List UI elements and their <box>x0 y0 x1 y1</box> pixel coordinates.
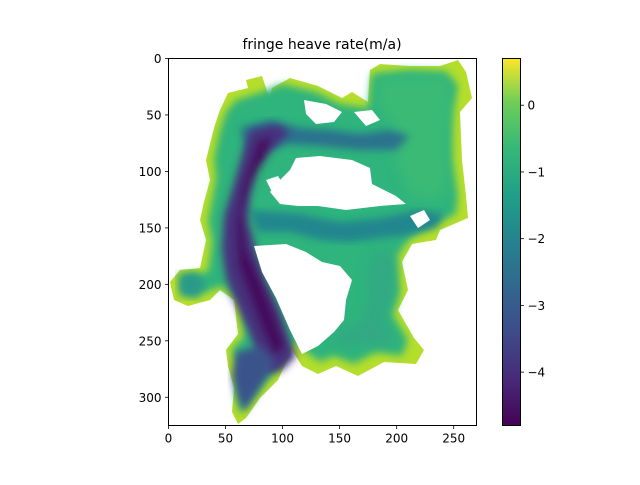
y-tick-label: 200 <box>139 278 162 292</box>
region-right-upper-block <box>376 76 452 200</box>
colorbar-tick-label: −1 <box>528 165 546 179</box>
no-data-holes <box>254 100 430 354</box>
heatmap-plot-area: 0 50 100 150 200 250 0 50 100 150 200 250 300 <box>139 52 477 446</box>
y-tick-label: 150 <box>139 221 162 235</box>
colorbar-tick-label: −3 <box>528 299 546 313</box>
x-axis: 0 50 100 150 200 250 <box>165 425 465 446</box>
colorbar: 0 −1 −2 −3 −4 <box>502 58 545 426</box>
region-left-lobe <box>178 272 206 298</box>
colorbar-frame <box>502 58 521 426</box>
region-right-lower-lobe <box>330 248 396 348</box>
x-tick-label: 250 <box>442 432 465 446</box>
y-tick-label: 0 <box>154 52 162 66</box>
y-axis: 0 50 100 150 200 250 300 <box>139 52 169 405</box>
region-middle-arm <box>250 210 444 242</box>
colorbar-tick-label: −2 <box>528 232 546 246</box>
y-tick-label: 50 <box>146 108 161 122</box>
x-tick-label: 0 <box>165 432 173 446</box>
colorbar-gradient <box>502 58 520 426</box>
axes-frame <box>168 58 477 426</box>
y-tick-label: 250 <box>139 334 162 348</box>
x-tick-label: 150 <box>328 432 351 446</box>
colorbar-ticks: 0 −1 −2 −3 −4 <box>520 99 546 380</box>
chart-title: fringe heave rate(m/a) <box>242 37 401 53</box>
x-tick-label: 100 <box>271 432 294 446</box>
colorbar-tick-label: 0 <box>528 99 536 113</box>
colorbar-tick-label: −4 <box>528 366 546 380</box>
region-left-spine <box>222 124 296 374</box>
y-tick-label: 100 <box>139 165 162 179</box>
y-tick-label: 300 <box>139 391 162 405</box>
x-tick-label: 50 <box>218 432 233 446</box>
region-bottom-tail <box>232 346 276 412</box>
x-tick-label: 200 <box>385 432 408 446</box>
